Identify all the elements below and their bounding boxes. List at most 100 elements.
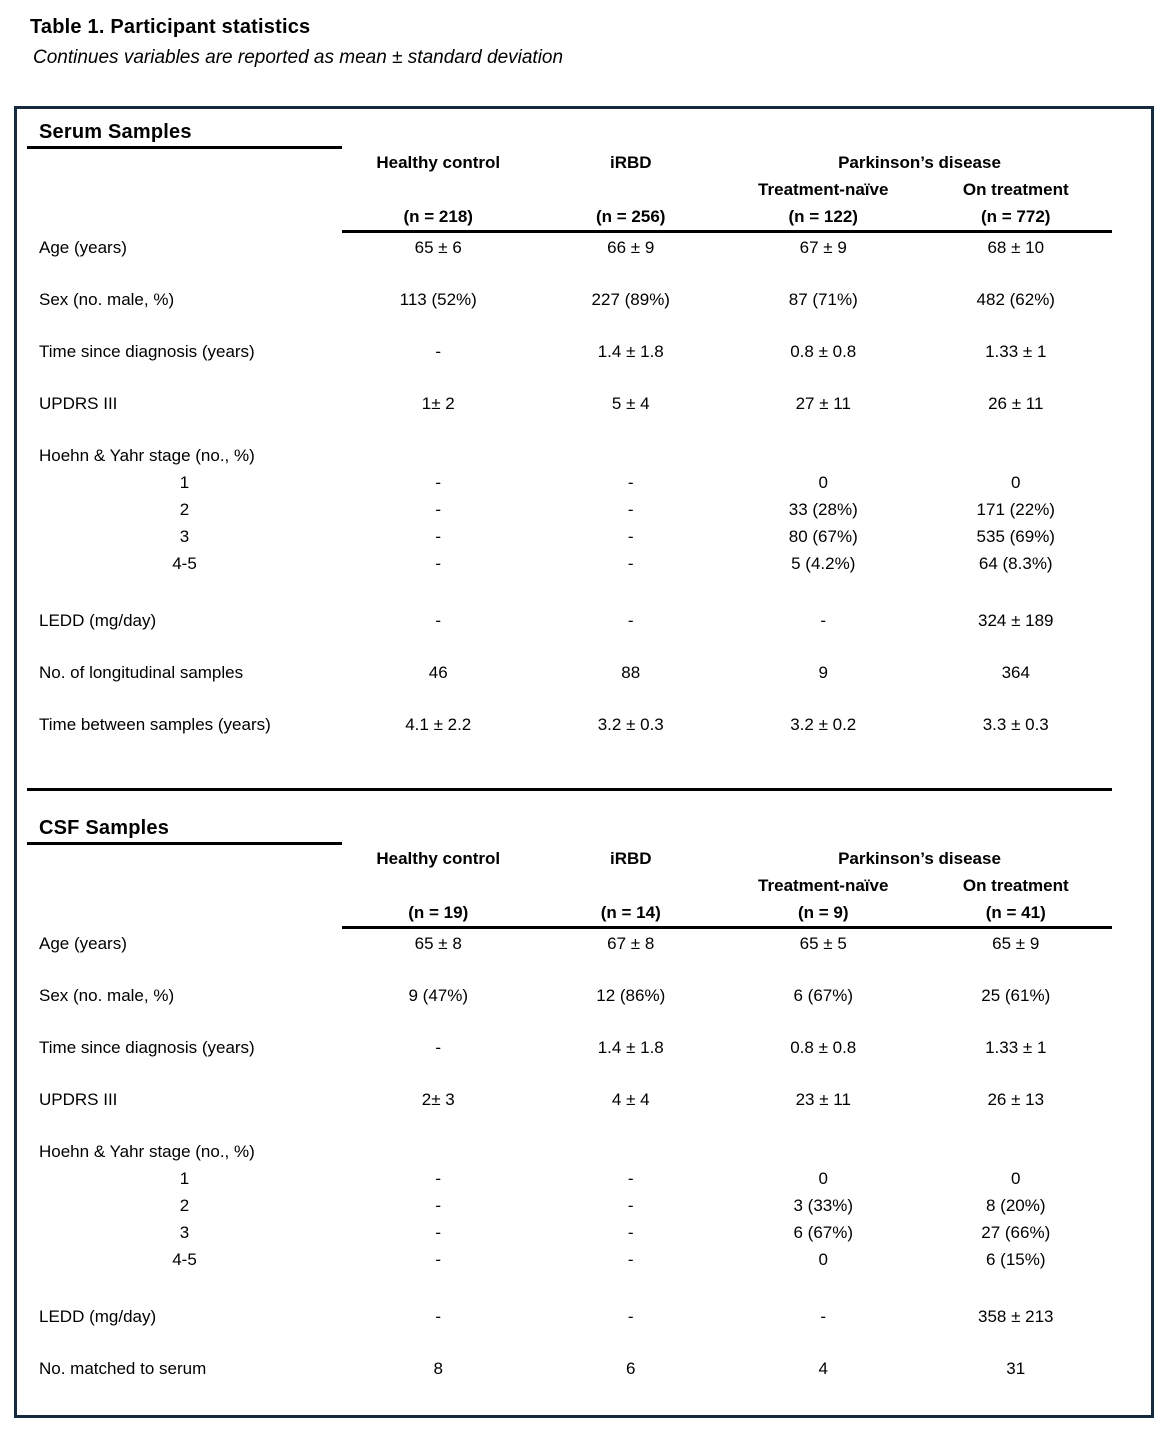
row-label: Age (years) [39, 238, 127, 257]
cell-value-healthy-control: 65 ± 6 [414, 238, 462, 257]
section-title-row: CSF Samples [27, 805, 1112, 845]
column-header-healthy-control: Healthy control [376, 152, 501, 172]
column-header-block: Healthy control iRBD Parkinson’s disease… [27, 149, 1112, 233]
cell-value-treatment-naive: 0.8 ± 0.8 [790, 1038, 857, 1057]
cell-value-irbd: - [627, 1196, 634, 1215]
column-header-treatment-naive: Treatment-naïve [758, 179, 889, 199]
cell-value-on-treatment: 1.33 ± 1 [985, 1038, 1047, 1057]
cell-value-treatment-naive: 65 ± 5 [799, 934, 847, 953]
cell-value-on-treatment: 482 (62%) [976, 290, 1055, 309]
row-time-since-diagnosis-years: Time since diagnosis (years) - 1.4 ± 1.8… [27, 1033, 1112, 1085]
row-label: Time since diagnosis (years) [39, 342, 255, 361]
column-group-header-parkinsons: Parkinson’s disease [838, 152, 1001, 172]
cell-value-on-treatment: 68 ± 10 [987, 238, 1045, 257]
cell-value-healthy-control: 9 (47%) [408, 986, 469, 1005]
n-count-label: (n = 14) [600, 902, 661, 922]
row-no-of-longitudinal-samples: No. of longitudinal samples 46 88 9 364 [27, 658, 1112, 710]
n-count-label: (n = 122) [788, 206, 858, 226]
cell-value-irbd: - [627, 611, 634, 630]
header-columns: Healthy control iRBD Parkinson’s disease… [342, 845, 1112, 929]
cell-value-irbd: 66 ± 9 [607, 238, 655, 257]
row-label: UPDRS III [39, 394, 118, 413]
row-label: LEDD (mg/day) [39, 1307, 157, 1326]
cell-value-irbd: 4 ± 4 [611, 1090, 650, 1109]
cell-value-on-treatment: 3.3 ± 0.3 [982, 715, 1049, 734]
column-group-header-parkinsons: Parkinson’s disease [838, 848, 1001, 868]
row-label: UPDRS III [39, 1090, 118, 1109]
cell-value-irbd: 5 ± 4 [611, 394, 650, 413]
cell-value-healthy-control: 65 ± 8 [414, 934, 462, 953]
cell-value-treatment-naive [727, 1137, 920, 1168]
row-label: 4-5 [172, 1250, 197, 1269]
cell-value-treatment-naive: - [820, 1307, 827, 1326]
row-age-years: Age (years) 65 ± 8 67 ± 8 65 ± 5 65 ± 9 [27, 929, 1112, 981]
cell-value-irbd: - [627, 1250, 634, 1269]
cell-value-healthy-control: - [435, 527, 442, 546]
cell-value-irbd: 12 (86%) [596, 986, 666, 1005]
cell-value-on-treatment: 25 (61%) [981, 986, 1051, 1005]
cell-value-on-treatment: 26 ± 11 [988, 394, 1044, 413]
row-1: 1 - - 0 0 [27, 1168, 1112, 1195]
cell-value-healthy-control: 1± 2 [421, 394, 455, 413]
cell-value-healthy-control: - [435, 1196, 442, 1215]
row-2: 2 - - 33 (28%) 171 (22%) [27, 499, 1112, 526]
cell-value-healthy-control: - [435, 1038, 442, 1057]
cell-value-on-treatment [920, 1137, 1113, 1168]
cell-value-treatment-naive: 5 (4.2%) [791, 554, 856, 573]
cell-value-irbd: - [627, 473, 634, 492]
cell-value-irbd: - [627, 1223, 634, 1242]
column-header-irbd: iRBD [609, 152, 652, 172]
cell-value-treatment-naive: 3 (33%) [793, 1196, 854, 1215]
cell-value-treatment-naive: 87 (71%) [788, 290, 858, 309]
cell-value-healthy-control: - [435, 611, 442, 630]
column-header-treatment-naive: Treatment-naïve [758, 875, 889, 895]
section-serum-samples: Serum Samples Healthy control iRBD Parki… [27, 109, 1112, 762]
cell-value-healthy-control: 4.1 ± 2.2 [405, 715, 472, 734]
row-no-matched-to-serum: No. matched to serum 8 6 4 31 [27, 1354, 1112, 1406]
cell-value-on-treatment: 8 (20%) [985, 1196, 1046, 1215]
row-updrs-iii: UPDRS III 2± 3 4 ± 4 23 ± 11 26 ± 13 [27, 1085, 1112, 1137]
row-ledd-mg-day: LEDD (mg/day) - - - 324 ± 189 [27, 606, 1112, 658]
cell-value-irbd: 67 ± 8 [607, 934, 655, 953]
header-line-2: Treatment-naïve On treatment [342, 872, 1112, 899]
row-3: 3 - - 80 (67%) 535 (69%) [27, 526, 1112, 553]
cell-value-irbd: 1.4 ± 1.8 [597, 342, 664, 361]
row-label: 3 [179, 527, 190, 546]
cell-value-treatment-naive: 6 (67%) [793, 986, 854, 1005]
row-label: Time between samples (years) [39, 715, 271, 734]
cell-value-healthy-control [342, 441, 535, 472]
row-label: 2 [179, 1196, 190, 1215]
cell-value-irbd [535, 1137, 728, 1168]
row-label: 4-5 [172, 554, 197, 573]
row-label: Hoehn & Yahr stage (no., %) [39, 1142, 255, 1161]
cell-value-on-treatment: 1.33 ± 1 [985, 342, 1047, 361]
cell-value-on-treatment: 27 (66%) [981, 1223, 1051, 1242]
cell-value-on-treatment: 26 ± 13 [987, 1090, 1045, 1109]
cell-value-irbd: 1.4 ± 1.8 [597, 1038, 664, 1057]
row-label: Sex (no. male, %) [39, 986, 175, 1005]
cell-value-treatment-naive: 67 ± 9 [799, 238, 847, 257]
n-count-label: (n = 772) [981, 206, 1051, 226]
row-label: No. of longitudinal samples [39, 663, 244, 682]
section-rows: Age (years) 65 ± 6 66 ± 9 67 ± 9 68 ± 10… [27, 233, 1112, 762]
cell-value-treatment-naive: 0 [818, 473, 828, 492]
cell-value-treatment-naive: 3.2 ± 0.2 [790, 715, 857, 734]
header-line-n: (n = 19) (n = 14) (n = 9) (n = 41) [342, 899, 1112, 926]
column-header-healthy-control: Healthy control [376, 848, 501, 868]
column-header-on-treatment: On treatment [962, 875, 1069, 895]
cell-value-treatment-naive: 0 [818, 1250, 828, 1269]
row-1: 1 - - 0 0 [27, 472, 1112, 499]
cell-value-on-treatment: 171 (22%) [976, 500, 1055, 519]
header-line-1: Healthy control iRBD Parkinson’s disease [342, 149, 1112, 176]
cell-value-healthy-control: - [435, 1223, 442, 1242]
column-header-irbd: iRBD [609, 848, 652, 868]
header-line-n: (n = 218) (n = 256) (n = 122) (n = 772) [342, 203, 1112, 230]
cell-value-on-treatment [920, 441, 1113, 472]
cell-value-on-treatment: 65 ± 9 [992, 934, 1040, 953]
row-sex-no-male: Sex (no. male, %) 9 (47%) 12 (86%) 6 (67… [27, 981, 1112, 1033]
row-updrs-iii: UPDRS III 1± 2 5 ± 4 27 ± 11 26 ± 11 [27, 389, 1112, 441]
cell-value-healthy-control: - [435, 342, 442, 361]
cell-value-healthy-control: - [435, 500, 442, 519]
column-header-on-treatment: On treatment [962, 179, 1069, 199]
row-label: LEDD (mg/day) [39, 611, 157, 630]
